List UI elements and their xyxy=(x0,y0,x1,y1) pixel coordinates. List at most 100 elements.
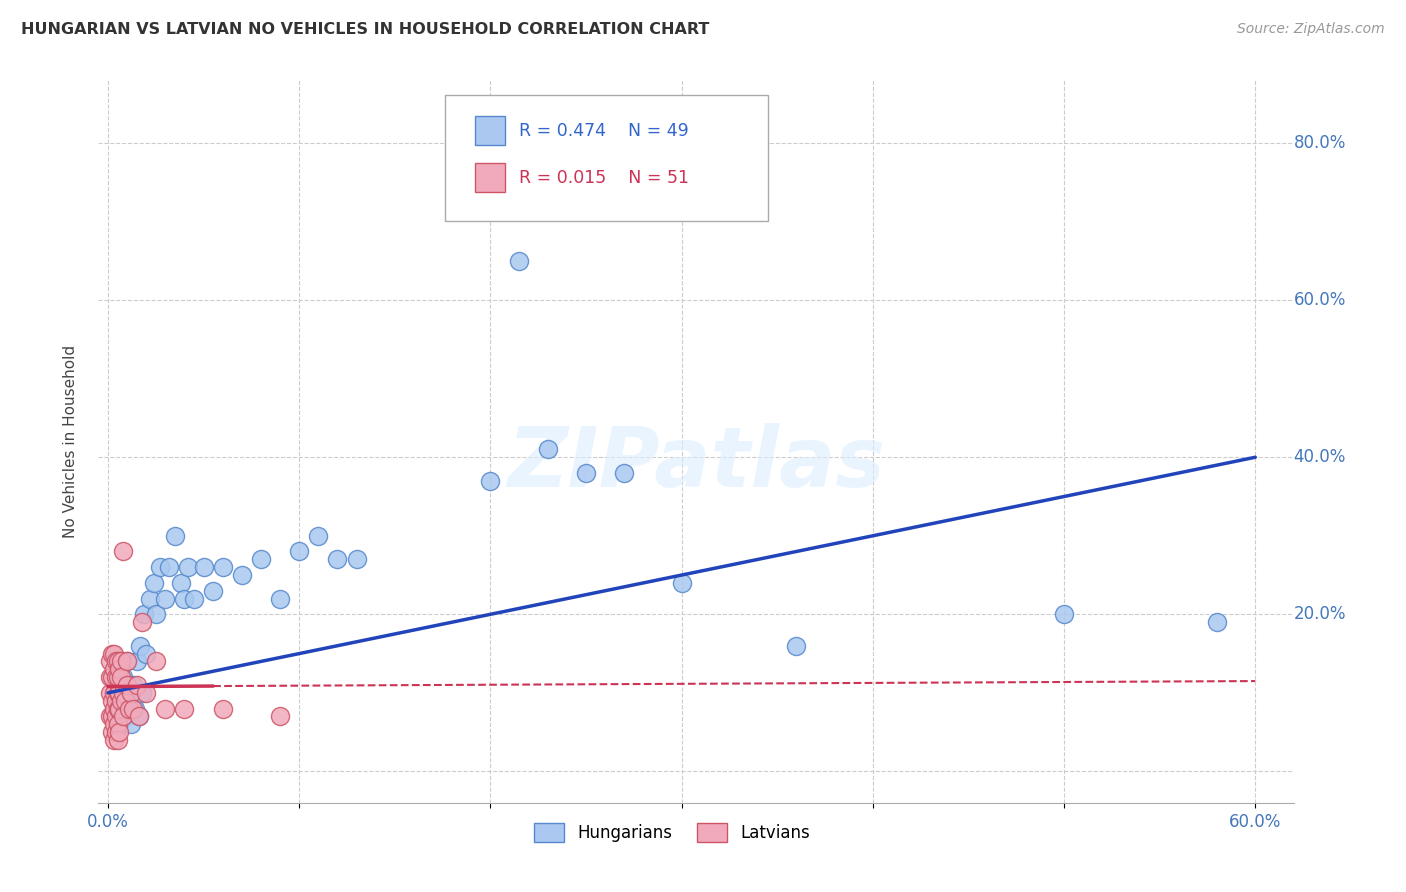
Point xyxy=(120,686,142,700)
Point xyxy=(121,678,143,692)
Point xyxy=(129,639,152,653)
Point xyxy=(128,709,150,723)
Point xyxy=(107,717,129,731)
Point xyxy=(108,717,131,731)
Point xyxy=(107,655,129,669)
Point xyxy=(115,678,138,692)
Point xyxy=(118,701,141,715)
Point xyxy=(104,725,127,739)
Point xyxy=(131,686,153,700)
FancyBboxPatch shape xyxy=(446,95,768,221)
Point xyxy=(112,670,135,684)
Point xyxy=(346,552,368,566)
Point xyxy=(112,544,135,558)
Point xyxy=(125,655,148,669)
Text: HUNGARIAN VS LATVIAN NO VEHICLES IN HOUSEHOLD CORRELATION CHART: HUNGARIAN VS LATVIAN NO VEHICLES IN HOUS… xyxy=(21,22,710,37)
Point xyxy=(211,701,233,715)
Point xyxy=(326,552,349,566)
Point xyxy=(103,686,125,700)
Point xyxy=(103,717,125,731)
Point xyxy=(575,466,598,480)
Point xyxy=(139,591,162,606)
Point xyxy=(103,686,125,700)
Point xyxy=(104,655,127,669)
Point xyxy=(98,709,121,723)
Point xyxy=(613,466,636,480)
Point xyxy=(101,647,124,661)
Point xyxy=(103,701,125,715)
Point xyxy=(163,529,186,543)
Point xyxy=(124,701,146,715)
Point xyxy=(103,647,125,661)
Point xyxy=(202,583,225,598)
Point xyxy=(177,560,200,574)
Point xyxy=(537,442,560,457)
Point xyxy=(250,552,273,566)
Point xyxy=(145,655,167,669)
Point xyxy=(115,655,138,669)
Point xyxy=(114,694,136,708)
Text: 80.0%: 80.0% xyxy=(1294,134,1346,153)
Point xyxy=(107,733,129,747)
Point xyxy=(142,575,165,590)
Point xyxy=(121,701,143,715)
Text: 60.0%: 60.0% xyxy=(1294,291,1346,310)
Point xyxy=(149,560,172,574)
Point xyxy=(269,591,291,606)
Point xyxy=(107,686,129,700)
Point xyxy=(118,686,141,700)
Point xyxy=(110,694,132,708)
Point xyxy=(131,615,153,630)
Text: Source: ZipAtlas.com: Source: ZipAtlas.com xyxy=(1237,22,1385,37)
Point xyxy=(145,607,167,622)
Point xyxy=(288,544,311,558)
Point xyxy=(101,670,124,684)
Legend: Hungarians, Latvians: Hungarians, Latvians xyxy=(527,816,817,848)
Point xyxy=(112,686,135,700)
Text: 40.0%: 40.0% xyxy=(1294,449,1346,467)
Point xyxy=(110,670,132,684)
Point xyxy=(671,575,693,590)
Point xyxy=(1206,615,1229,630)
Point xyxy=(231,568,253,582)
Bar xyxy=(475,117,505,145)
Point xyxy=(114,709,136,723)
Point xyxy=(108,701,131,715)
Y-axis label: No Vehicles in Household: No Vehicles in Household xyxy=(63,345,77,538)
Point xyxy=(104,709,127,723)
Bar xyxy=(475,163,505,193)
Point xyxy=(107,701,129,715)
Point xyxy=(101,694,124,708)
Point xyxy=(155,591,177,606)
Point xyxy=(173,701,195,715)
Point xyxy=(157,560,180,574)
Point xyxy=(134,607,156,622)
Point xyxy=(108,662,131,676)
Point xyxy=(135,647,157,661)
Point xyxy=(103,733,125,747)
Point xyxy=(108,686,131,700)
Point xyxy=(785,639,807,653)
Point xyxy=(98,655,121,669)
Point xyxy=(108,655,131,669)
Text: R = 0.015    N = 51: R = 0.015 N = 51 xyxy=(519,169,689,186)
Point xyxy=(103,662,125,676)
Point xyxy=(98,670,121,684)
Text: 20.0%: 20.0% xyxy=(1294,606,1346,624)
Point xyxy=(110,694,132,708)
Point xyxy=(183,591,205,606)
Text: ZIPatlas: ZIPatlas xyxy=(508,423,884,504)
Point xyxy=(211,560,233,574)
Point xyxy=(155,701,177,715)
Point xyxy=(128,709,150,723)
Point xyxy=(508,253,530,268)
Point xyxy=(169,575,191,590)
Point xyxy=(173,591,195,606)
Point xyxy=(135,686,157,700)
Point xyxy=(193,560,215,574)
Point xyxy=(115,655,138,669)
Point xyxy=(104,694,127,708)
Point xyxy=(108,725,131,739)
Point xyxy=(104,670,127,684)
Point xyxy=(269,709,291,723)
